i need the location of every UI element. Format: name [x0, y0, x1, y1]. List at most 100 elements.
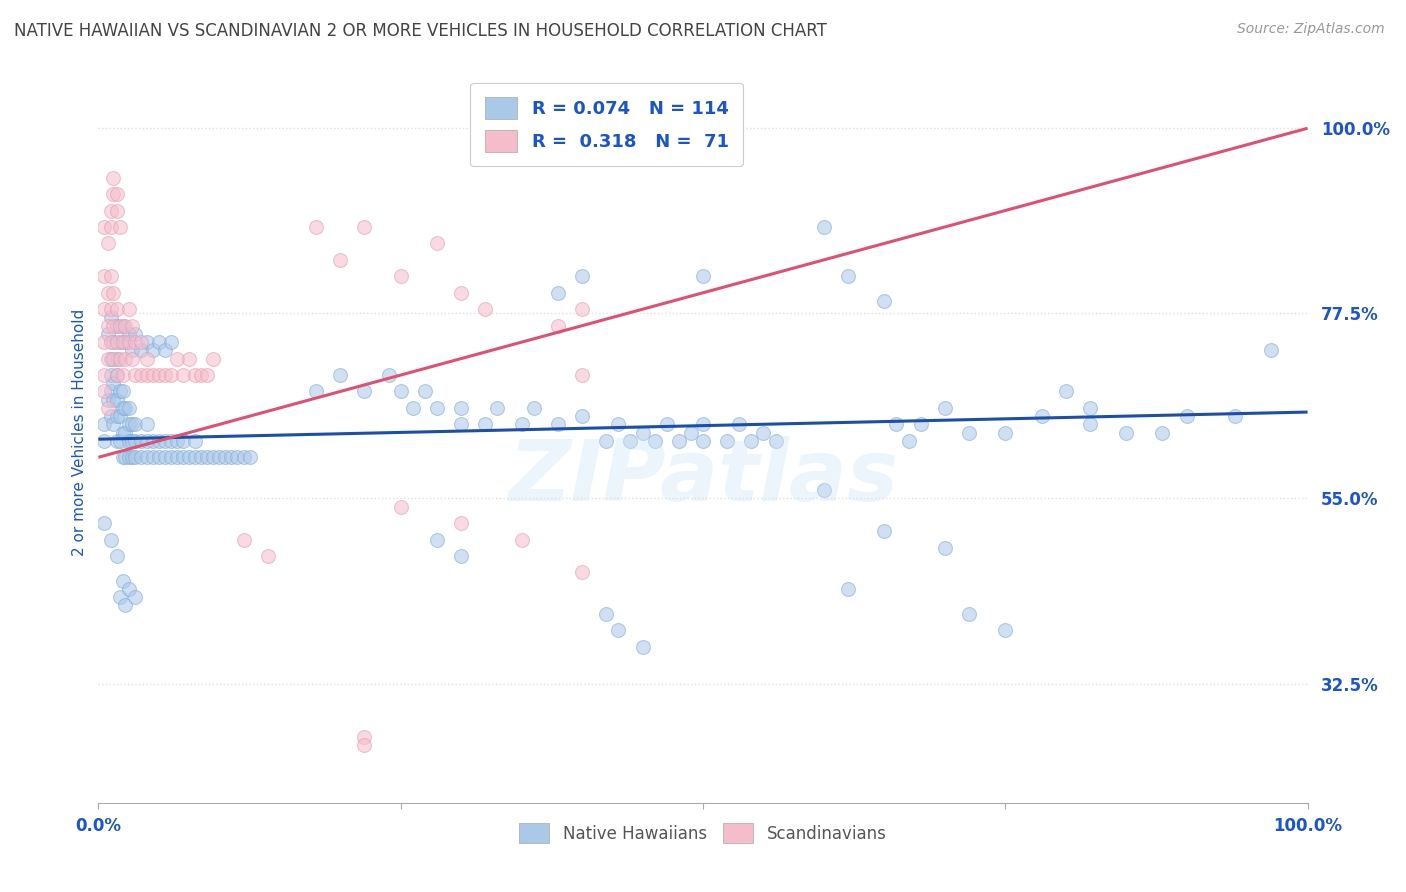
Point	[256, 549, 278, 563]
Point	[118, 335, 141, 350]
Point	[135, 351, 157, 366]
Point	[353, 730, 375, 744]
Point	[93, 219, 115, 234]
Point	[142, 368, 165, 382]
Point	[450, 285, 472, 300]
Point	[108, 351, 131, 366]
Point	[118, 401, 141, 415]
Point	[124, 368, 146, 382]
Point	[166, 434, 188, 448]
Point	[124, 434, 146, 448]
Point	[474, 302, 496, 317]
Point	[121, 450, 143, 465]
Point	[910, 417, 932, 432]
Point	[571, 368, 593, 382]
Point	[221, 450, 243, 465]
Point	[571, 269, 593, 284]
Point	[129, 450, 152, 465]
Point	[111, 574, 134, 588]
Point	[97, 236, 120, 251]
Point	[93, 434, 115, 448]
Point	[153, 343, 176, 358]
Point	[957, 425, 980, 440]
Legend: Native Hawaiians, Scandinavians: Native Hawaiians, Scandinavians	[513, 816, 893, 850]
Point	[179, 351, 201, 366]
Point	[377, 368, 399, 382]
Point	[105, 549, 128, 563]
Point	[105, 335, 128, 350]
Point	[135, 417, 157, 432]
Point	[160, 450, 183, 465]
Point	[93, 384, 115, 399]
Point	[97, 351, 120, 366]
Point	[100, 368, 122, 382]
Point	[124, 417, 146, 432]
Point	[1115, 425, 1137, 440]
Point	[93, 417, 115, 432]
Point	[179, 450, 201, 465]
Point	[118, 326, 141, 341]
Point	[111, 450, 134, 465]
Point	[172, 450, 194, 465]
Point	[426, 533, 449, 547]
Point	[105, 318, 128, 333]
Point	[118, 417, 141, 432]
Point	[105, 302, 128, 317]
Point	[111, 384, 134, 399]
Point	[100, 351, 122, 366]
Point	[153, 450, 176, 465]
Point	[148, 368, 170, 382]
Point	[100, 533, 122, 547]
Point	[353, 219, 375, 234]
Point	[124, 450, 146, 465]
Point	[93, 516, 115, 530]
Point	[172, 434, 194, 448]
Point	[111, 401, 134, 415]
Point	[619, 434, 641, 448]
Point	[160, 368, 183, 382]
Point	[607, 417, 630, 432]
Point	[124, 590, 146, 604]
Point	[153, 368, 176, 382]
Point	[108, 335, 131, 350]
Point	[114, 401, 136, 415]
Point	[160, 335, 183, 350]
Point	[547, 285, 569, 300]
Point	[97, 326, 120, 341]
Point	[105, 351, 128, 366]
Point	[101, 335, 124, 350]
Point	[105, 368, 128, 382]
Point	[153, 434, 176, 448]
Point	[100, 219, 122, 234]
Point	[668, 434, 690, 448]
Point	[353, 384, 375, 399]
Point	[108, 590, 131, 604]
Point	[886, 417, 908, 432]
Point	[121, 343, 143, 358]
Point	[111, 318, 134, 333]
Point	[450, 417, 472, 432]
Point	[837, 269, 859, 284]
Point	[121, 434, 143, 448]
Point	[571, 409, 593, 424]
Point	[595, 434, 617, 448]
Text: ZIPatlas: ZIPatlas	[508, 435, 898, 518]
Point	[121, 351, 143, 366]
Point	[101, 187, 124, 202]
Point	[195, 368, 218, 382]
Point	[184, 450, 207, 465]
Y-axis label: 2 or more Vehicles in Household: 2 or more Vehicles in Household	[72, 309, 87, 557]
Point	[1054, 384, 1077, 399]
Point	[232, 450, 254, 465]
Point	[631, 640, 654, 654]
Point	[184, 434, 207, 448]
Point	[510, 533, 533, 547]
Point	[166, 351, 188, 366]
Point	[148, 434, 170, 448]
Point	[305, 219, 328, 234]
Point	[101, 417, 124, 432]
Point	[142, 450, 165, 465]
Point	[111, 425, 134, 440]
Point	[101, 392, 124, 407]
Point	[474, 417, 496, 432]
